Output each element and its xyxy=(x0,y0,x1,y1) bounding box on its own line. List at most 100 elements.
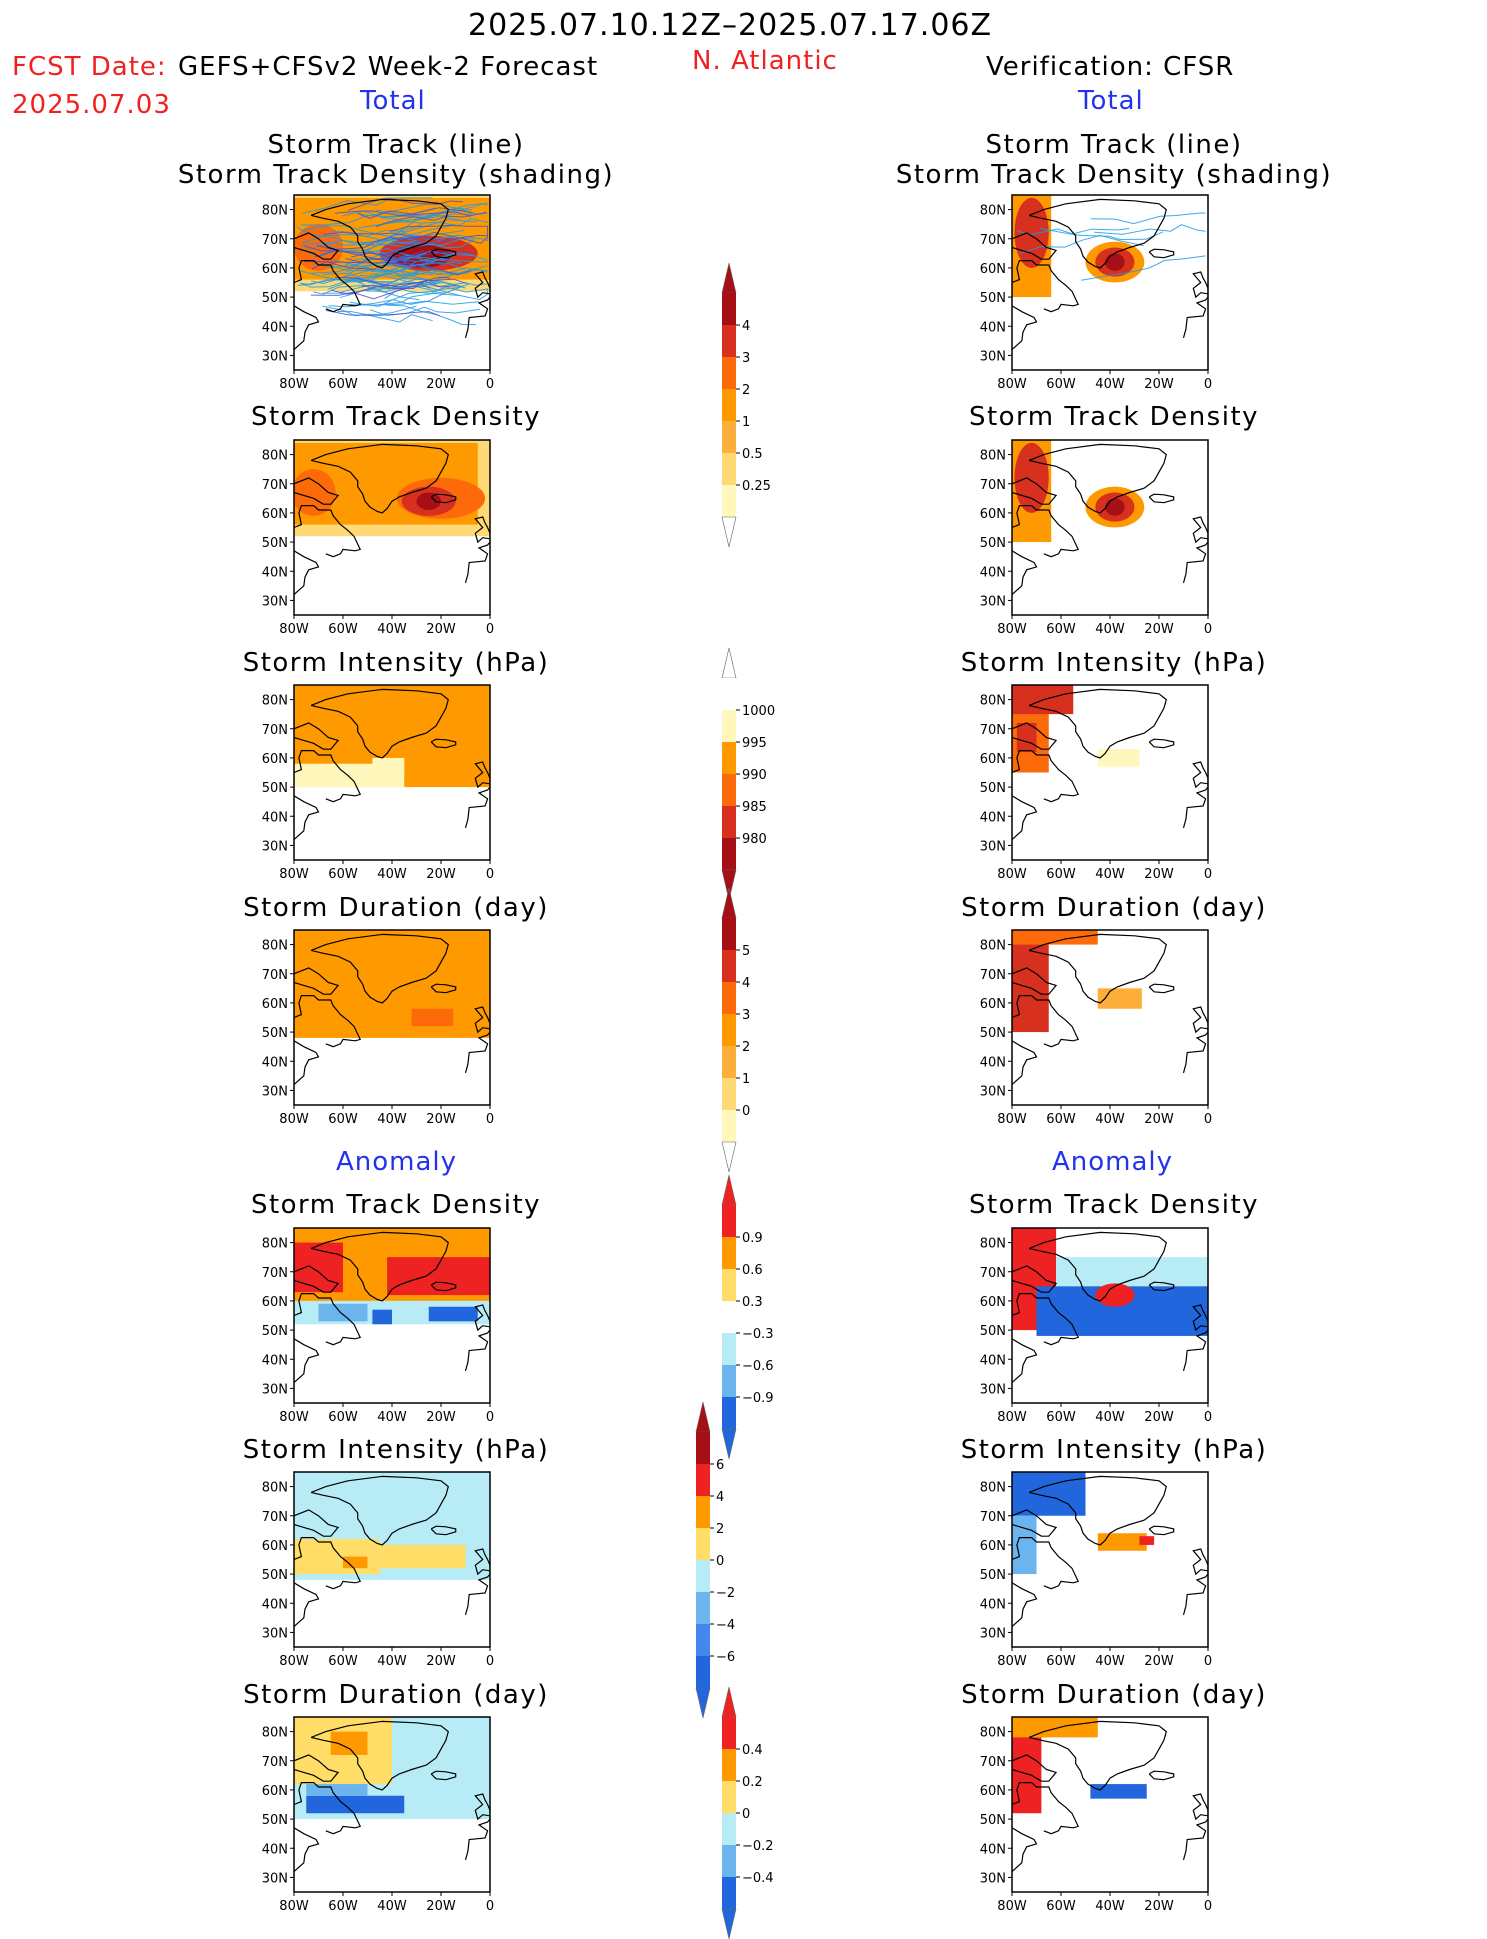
colorbar-segment xyxy=(722,710,736,742)
coastline xyxy=(1148,738,1175,749)
colorbar-segment xyxy=(696,1528,710,1560)
colorbar-label: 0.5 xyxy=(742,447,763,462)
anomaly-cell xyxy=(428,1306,478,1322)
lon-tick-label: 80W xyxy=(997,1410,1027,1425)
map-panel-fc-density: 80N 70N 60N 50N 40N 30N 80W 60W 40W 20W 0 xyxy=(250,439,504,639)
coastline xyxy=(1012,550,1038,596)
colorbar-segment xyxy=(696,1560,710,1592)
lat-tick-label: 50N xyxy=(262,781,288,796)
colorbar-segment xyxy=(722,1237,736,1269)
lat-tick-label: 30N xyxy=(262,1871,288,1886)
colorbar-duration-anomaly: 0.4 0.2 0 −0.2 −0.4 xyxy=(721,1686,792,1939)
storm-track-line xyxy=(1039,227,1164,241)
lat-tick-label: 40N xyxy=(262,565,288,580)
lat-tick-label: 70N xyxy=(262,968,288,983)
map-panel-vf-intensity-anom: 80N 70N 60N 50N 40N 30N 80W 60W 40W 20W 0 xyxy=(968,1471,1222,1671)
coastline xyxy=(1182,1006,1208,1074)
lat-tick-label: 70N xyxy=(980,478,1006,493)
colorbar-label: 0.2 xyxy=(742,1775,763,1790)
storm-track-line xyxy=(1081,255,1206,281)
anomaly-cell xyxy=(318,1303,368,1322)
lat-tick-label: 80N xyxy=(262,1237,288,1252)
coastline xyxy=(1012,1754,1058,1782)
storm-track-line xyxy=(390,224,489,232)
lat-tick-label: 30N xyxy=(980,839,1006,854)
lon-tick-label: 80W xyxy=(997,622,1027,637)
colorbar-arrow-bottom xyxy=(721,1908,737,1939)
colorbar-intensity: 1000 995 990 985 980 xyxy=(721,647,792,901)
colorbar-label: 985 xyxy=(742,800,767,815)
lat-tick-label: 30N xyxy=(262,594,288,609)
coastline xyxy=(294,1509,340,1537)
colorbar-label: −0.2 xyxy=(742,1839,774,1854)
coastline xyxy=(1148,1770,1175,1781)
storm-track-line xyxy=(350,251,470,260)
storm-track-line xyxy=(378,292,488,306)
coastline xyxy=(1012,1582,1038,1628)
lat-tick-label: 80N xyxy=(980,1481,1006,1496)
storm-track-line xyxy=(335,210,472,217)
colorbar-label: 2 xyxy=(742,383,750,398)
storm-track-line xyxy=(1094,224,1206,235)
storm-track-line xyxy=(372,264,488,275)
colorbar-segment xyxy=(722,485,736,517)
lat-tick-label: 40N xyxy=(262,320,288,335)
coastline xyxy=(464,1006,490,1074)
lon-tick-label: 40W xyxy=(377,1410,407,1425)
forecast-title: GEFS+CFSv2 Week-2 Forecast xyxy=(178,52,599,82)
lon-tick-label: 0 xyxy=(1204,377,1212,392)
colorbar-label: 0.9 xyxy=(742,1231,763,1246)
colorbar-segment xyxy=(722,325,736,357)
lat-tick-label: 40N xyxy=(980,1842,1006,1857)
lon-tick-label: 40W xyxy=(1095,1654,1125,1669)
coastline xyxy=(1012,750,1080,803)
coastline xyxy=(294,505,362,558)
coastline xyxy=(430,248,457,259)
colorbar-label: 4 xyxy=(716,1490,724,1505)
coastline xyxy=(1182,1793,1208,1861)
coastline xyxy=(464,1793,490,1861)
map-panel-vf-density: 80N 70N 60N 50N 40N 30N 80W 60W 40W 20W 0 xyxy=(968,439,1222,639)
lon-tick-label: 20W xyxy=(426,867,456,882)
lon-tick-label: 20W xyxy=(426,1410,456,1425)
lon-tick-label: 60W xyxy=(1046,867,1076,882)
lat-tick-label: 30N xyxy=(980,1626,1006,1641)
colorbar-label: −0.3 xyxy=(742,1327,774,1342)
lat-tick-label: 70N xyxy=(262,233,288,248)
lon-tick-label: 0 xyxy=(486,1410,494,1425)
storm-track-line xyxy=(311,260,418,270)
lon-tick-label: 80W xyxy=(997,377,1027,392)
colorbar-label: 0.4 xyxy=(742,1743,763,1758)
lat-tick-label: 40N xyxy=(980,1597,1006,1612)
lon-tick-label: 60W xyxy=(1046,1899,1076,1914)
lat-tick-label: 80N xyxy=(262,449,288,464)
colorbar-segment xyxy=(722,1877,736,1909)
density-max xyxy=(1105,253,1125,271)
map-panel-fc-intensity-anom: 80N 70N 60N 50N 40N 30N 80W 60W 40W 20W 0 xyxy=(250,1471,504,1671)
lon-tick-label: 0 xyxy=(486,1112,494,1127)
lat-tick-label: 70N xyxy=(980,1755,1006,1770)
lat-tick-label: 80N xyxy=(980,1726,1006,1741)
colorbar-label: 4 xyxy=(742,319,750,334)
lon-tick-label: 0 xyxy=(1204,1112,1212,1127)
lon-tick-label: 0 xyxy=(1204,622,1212,637)
colorbar-intensity-anomaly: 6 4 2 0 −2 −4 −6 xyxy=(695,1401,766,1719)
colorbar-label: 995 xyxy=(742,736,767,751)
coastline xyxy=(1028,443,1167,514)
lat-tick-label: 40N xyxy=(980,565,1006,580)
lat-tick-label: 80N xyxy=(262,204,288,219)
coastline xyxy=(310,443,449,514)
coastline xyxy=(1182,1548,1208,1616)
coastline xyxy=(310,1475,449,1546)
lon-tick-label: 80W xyxy=(279,867,309,882)
colorbar-label: 1000 xyxy=(742,704,775,719)
storm-track-line xyxy=(357,201,472,217)
lon-tick-label: 80W xyxy=(997,1112,1027,1127)
colorbar-segment xyxy=(722,1269,736,1301)
storm-track-line xyxy=(375,203,488,217)
lat-tick-label: 30N xyxy=(262,349,288,364)
colorbar-label: −6 xyxy=(716,1650,735,1665)
coastline xyxy=(1012,1293,1080,1346)
lon-tick-label: 0 xyxy=(486,377,494,392)
colorbar-arrow-top xyxy=(721,262,737,294)
